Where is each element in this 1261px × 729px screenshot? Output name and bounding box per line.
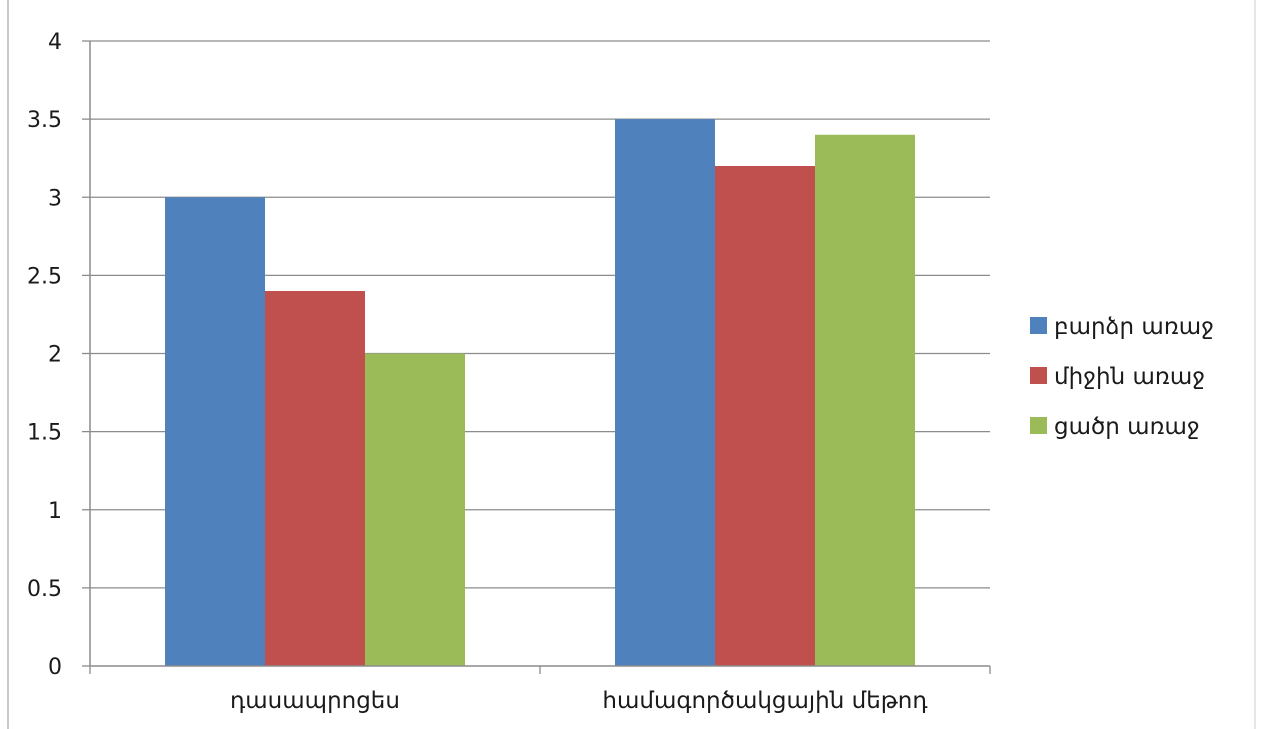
bar bbox=[165, 197, 265, 666]
x-category-label: համագործակցային մեթոդ bbox=[602, 688, 928, 714]
legend-swatch bbox=[1030, 367, 1047, 384]
bar bbox=[715, 166, 815, 666]
y-tick-label: 0 bbox=[48, 655, 62, 680]
y-tick-labels: 0 0.5 1 1.5 2 2.5 3 3.5 4 bbox=[27, 30, 62, 680]
y-tick-label: 2.5 bbox=[27, 264, 62, 289]
category-labels: դասապրոցես համագործակցային մեթոդ bbox=[230, 688, 928, 714]
y-tick-label: 0.5 bbox=[27, 577, 62, 602]
bar bbox=[265, 291, 365, 666]
bar bbox=[615, 119, 715, 666]
axes bbox=[82, 40, 991, 674]
x-category-label: դասապրոցես bbox=[230, 688, 400, 714]
y-tick-label: 1.5 bbox=[27, 421, 62, 446]
bars bbox=[165, 119, 915, 666]
y-tick-label: 1 bbox=[48, 499, 62, 524]
y-tick-label: 4 bbox=[48, 30, 62, 55]
y-tick-label: 2 bbox=[48, 343, 62, 368]
y-tick-label: 3.5 bbox=[27, 108, 62, 133]
legend: բարձր առաջ միջին առաջ ցածր առաջ bbox=[1030, 314, 1214, 440]
bar bbox=[815, 134, 915, 666]
bar bbox=[365, 353, 465, 666]
legend-swatch bbox=[1030, 417, 1047, 434]
y-tick-label: 3 bbox=[48, 186, 62, 211]
legend-label: ցածր առաջ bbox=[1054, 414, 1200, 440]
legend-label: միջին առաջ bbox=[1054, 364, 1205, 390]
legend-label: բարձր առաջ bbox=[1054, 314, 1214, 340]
legend-swatch bbox=[1030, 317, 1047, 334]
